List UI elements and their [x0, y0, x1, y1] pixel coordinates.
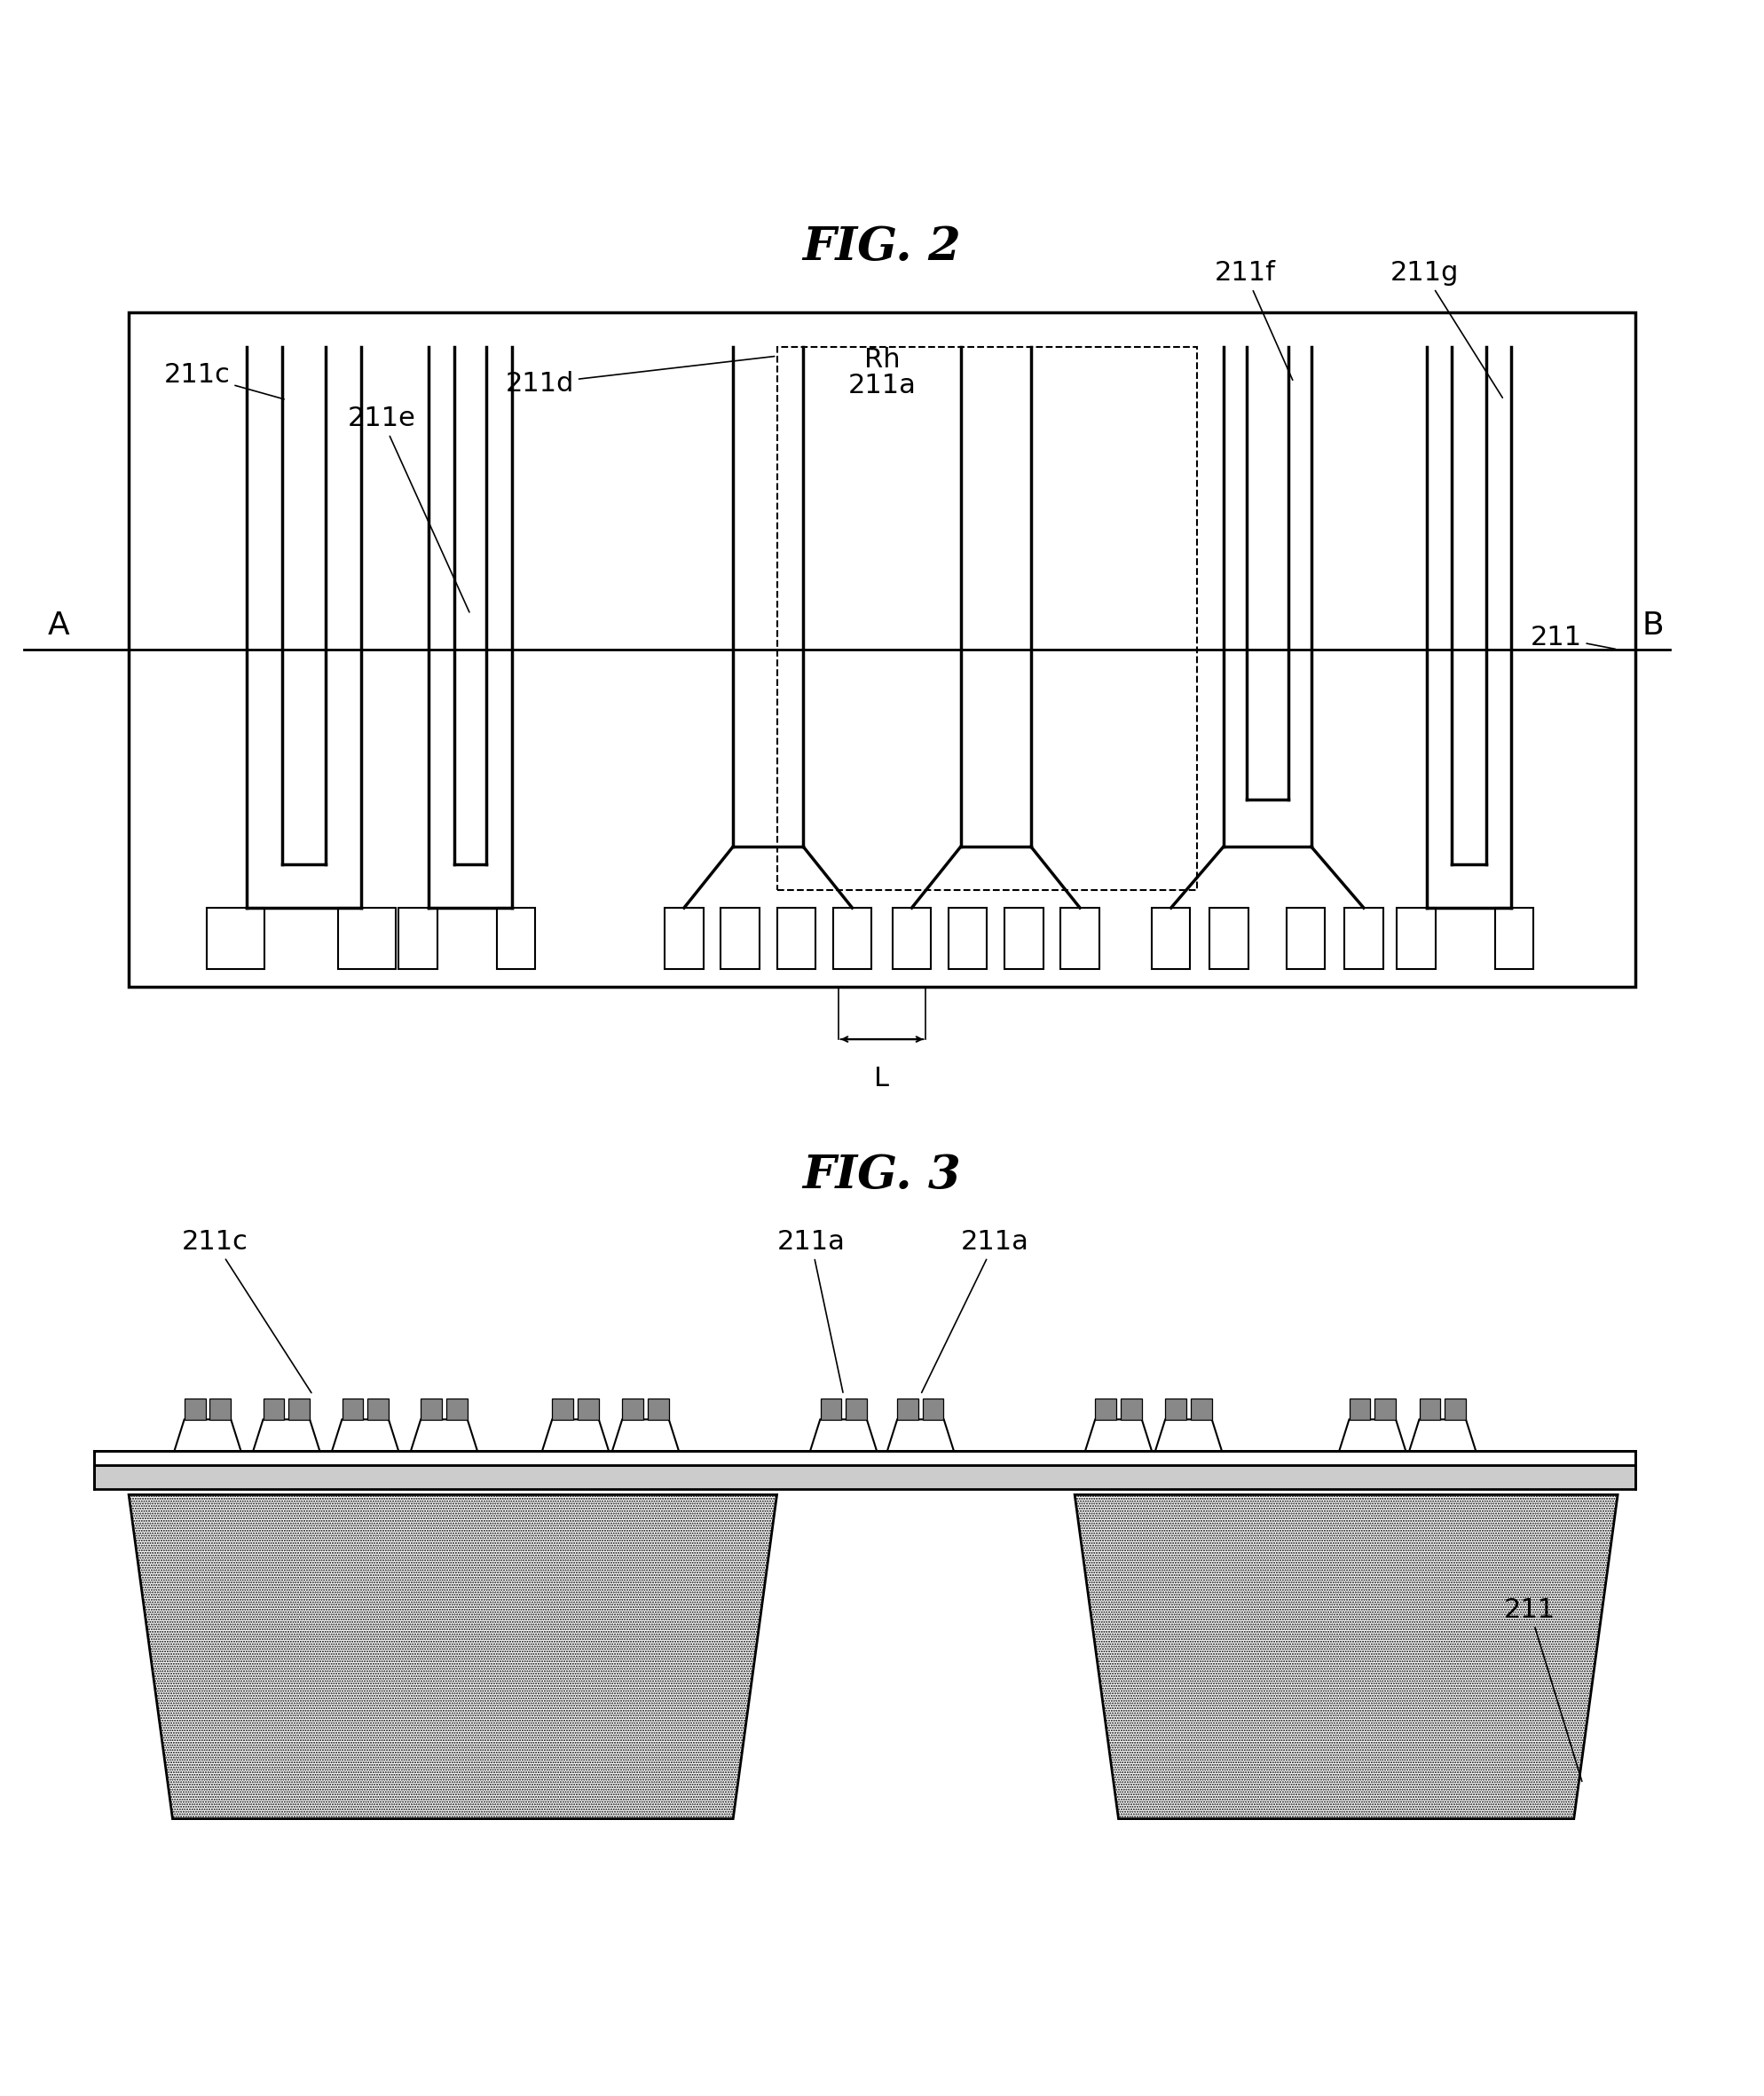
- Text: 211: 211: [1505, 1597, 1582, 1782]
- Text: B: B: [1642, 610, 1663, 641]
- Bar: [446, 1398, 467, 1419]
- Bar: [721, 908, 759, 968]
- Bar: [1344, 908, 1383, 968]
- Text: 211a: 211a: [848, 373, 916, 398]
- Text: FIG. 2: FIG. 2: [803, 224, 961, 270]
- Bar: [552, 1398, 573, 1419]
- Polygon shape: [1339, 1419, 1406, 1450]
- Bar: [339, 908, 395, 968]
- Polygon shape: [175, 1419, 242, 1450]
- Bar: [665, 908, 704, 968]
- Text: FIG. 3: FIG. 3: [803, 1153, 961, 1199]
- Bar: [1397, 908, 1436, 968]
- Text: A: A: [48, 610, 71, 641]
- Polygon shape: [887, 1419, 954, 1450]
- Bar: [263, 1398, 284, 1419]
- Polygon shape: [1155, 1419, 1222, 1450]
- Text: L: L: [875, 1065, 889, 1092]
- Bar: [833, 908, 871, 968]
- Bar: [210, 1398, 231, 1419]
- Bar: [497, 908, 534, 968]
- Bar: [893, 908, 931, 968]
- Text: 211a: 211a: [921, 1228, 1028, 1392]
- Text: 211g: 211g: [1390, 260, 1503, 398]
- Bar: [1210, 908, 1249, 968]
- Bar: [1286, 908, 1325, 968]
- Polygon shape: [810, 1419, 877, 1450]
- Bar: [93, 1465, 1635, 1490]
- Bar: [1420, 1398, 1441, 1419]
- Polygon shape: [542, 1419, 609, 1450]
- Bar: [342, 1398, 363, 1419]
- Bar: [623, 1398, 644, 1419]
- Bar: [776, 908, 815, 968]
- Bar: [1374, 1398, 1395, 1419]
- Bar: [949, 908, 988, 968]
- Polygon shape: [332, 1419, 399, 1450]
- Text: 211d: 211d: [506, 356, 774, 396]
- Bar: [845, 1398, 866, 1419]
- Bar: [1166, 1398, 1187, 1419]
- Bar: [422, 1398, 443, 1419]
- Bar: [185, 1398, 205, 1419]
- Text: 211c: 211c: [164, 363, 284, 398]
- Text: 211f: 211f: [1215, 260, 1293, 379]
- Text: Rh: Rh: [864, 346, 900, 373]
- Bar: [898, 1398, 919, 1419]
- Bar: [93, 1450, 1635, 1465]
- Text: 211c: 211c: [182, 1228, 312, 1392]
- Bar: [367, 1398, 388, 1419]
- Text: 211e: 211e: [348, 407, 469, 612]
- Bar: [1445, 1398, 1466, 1419]
- Text: 211: 211: [1529, 625, 1616, 650]
- Bar: [1152, 908, 1191, 968]
- Bar: [1060, 908, 1099, 968]
- Bar: [1005, 908, 1043, 968]
- Bar: [206, 908, 265, 968]
- Polygon shape: [612, 1419, 679, 1450]
- Bar: [399, 908, 437, 968]
- Bar: [577, 1398, 598, 1419]
- Polygon shape: [1085, 1419, 1152, 1450]
- Bar: [776, 348, 1198, 891]
- Bar: [923, 1398, 944, 1419]
- Text: 211a: 211a: [776, 1228, 845, 1392]
- Bar: [1120, 1398, 1141, 1419]
- Bar: [1496, 908, 1533, 968]
- Polygon shape: [411, 1419, 478, 1450]
- Bar: [129, 312, 1635, 987]
- Bar: [289, 1398, 309, 1419]
- Bar: [1349, 1398, 1371, 1419]
- Bar: [1095, 1398, 1117, 1419]
- Polygon shape: [254, 1419, 319, 1450]
- Bar: [1191, 1398, 1212, 1419]
- Bar: [820, 1398, 841, 1419]
- Polygon shape: [1409, 1419, 1476, 1450]
- Bar: [647, 1398, 669, 1419]
